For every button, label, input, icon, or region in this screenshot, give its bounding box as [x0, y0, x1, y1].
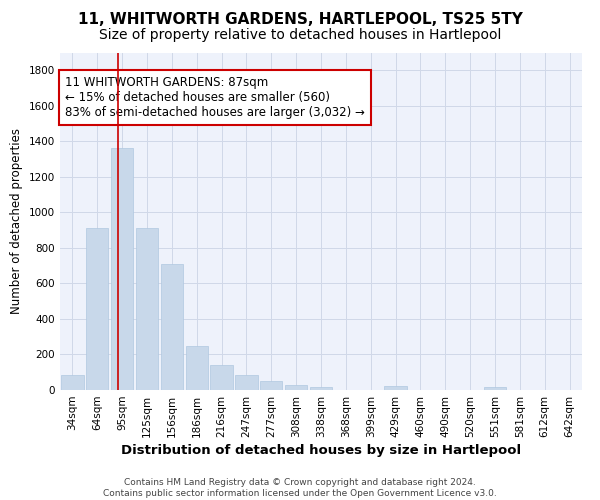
Bar — [260, 380, 283, 390]
Bar — [111, 148, 133, 390]
Y-axis label: Number of detached properties: Number of detached properties — [10, 128, 23, 314]
Bar — [310, 387, 332, 390]
Bar — [211, 365, 233, 390]
Bar — [161, 264, 183, 390]
Bar — [484, 387, 506, 390]
Bar — [285, 384, 307, 390]
Bar — [136, 228, 158, 390]
Bar — [235, 374, 257, 390]
Text: Contains HM Land Registry data © Crown copyright and database right 2024.
Contai: Contains HM Land Registry data © Crown c… — [103, 478, 497, 498]
Text: 11, WHITWORTH GARDENS, HARTLEPOOL, TS25 5TY: 11, WHITWORTH GARDENS, HARTLEPOOL, TS25 … — [77, 12, 523, 28]
Text: Size of property relative to detached houses in Hartlepool: Size of property relative to detached ho… — [99, 28, 501, 42]
Bar — [86, 228, 109, 390]
Bar — [185, 346, 208, 390]
Bar — [385, 386, 407, 390]
Text: 11 WHITWORTH GARDENS: 87sqm
← 15% of detached houses are smaller (560)
83% of se: 11 WHITWORTH GARDENS: 87sqm ← 15% of det… — [65, 76, 365, 119]
Bar — [61, 374, 83, 390]
X-axis label: Distribution of detached houses by size in Hartlepool: Distribution of detached houses by size … — [121, 444, 521, 457]
